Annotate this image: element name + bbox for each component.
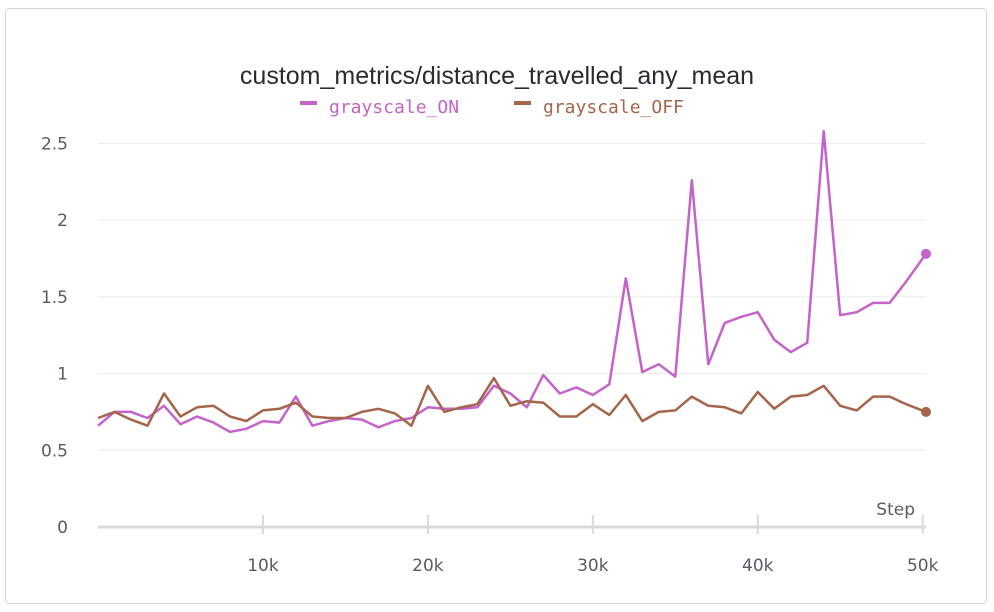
series-line-1[interactable]	[97, 376, 927, 427]
series-line-0[interactable]	[97, 129, 928, 434]
chart-panel	[5, 8, 987, 604]
x-axis-label: Step	[876, 500, 915, 520]
y-tick-label: 2.5	[41, 134, 68, 154]
y-axis: 0 0.5 1 1.5 2 2.5	[41, 134, 68, 538]
x-tick-label: 50k	[907, 556, 939, 576]
y-tick-label: 2	[57, 211, 68, 231]
y-tick-label: 1.5	[41, 288, 68, 308]
x-tick-label: 20k	[412, 556, 444, 576]
gridlines	[98, 142, 926, 451]
x-tick-label: 30k	[577, 556, 609, 576]
chart-title: custom_metrics/distance_travelled_any_me…	[239, 62, 755, 90]
legend-label-1[interactable]: grayscale_OFF	[543, 97, 684, 118]
y-tick-label: 0.5	[41, 441, 68, 461]
x-tick-label: 40k	[742, 556, 774, 576]
legend-label-0[interactable]: grayscale_ON	[329, 97, 459, 118]
y-tick-label: 1	[57, 365, 68, 385]
y-tick-label: 0	[57, 518, 68, 538]
series-endpoint-1[interactable]	[921, 406, 931, 417]
x-axis: 10k 20k 30k 40k 50k Step	[98, 500, 939, 576]
series-lines	[97, 129, 931, 434]
x-tick-label: 10k	[247, 556, 279, 576]
series-endpoint-0[interactable]	[921, 248, 931, 259]
legend[interactable]: grayscale_ON grayscale_OFF	[300, 97, 684, 118]
